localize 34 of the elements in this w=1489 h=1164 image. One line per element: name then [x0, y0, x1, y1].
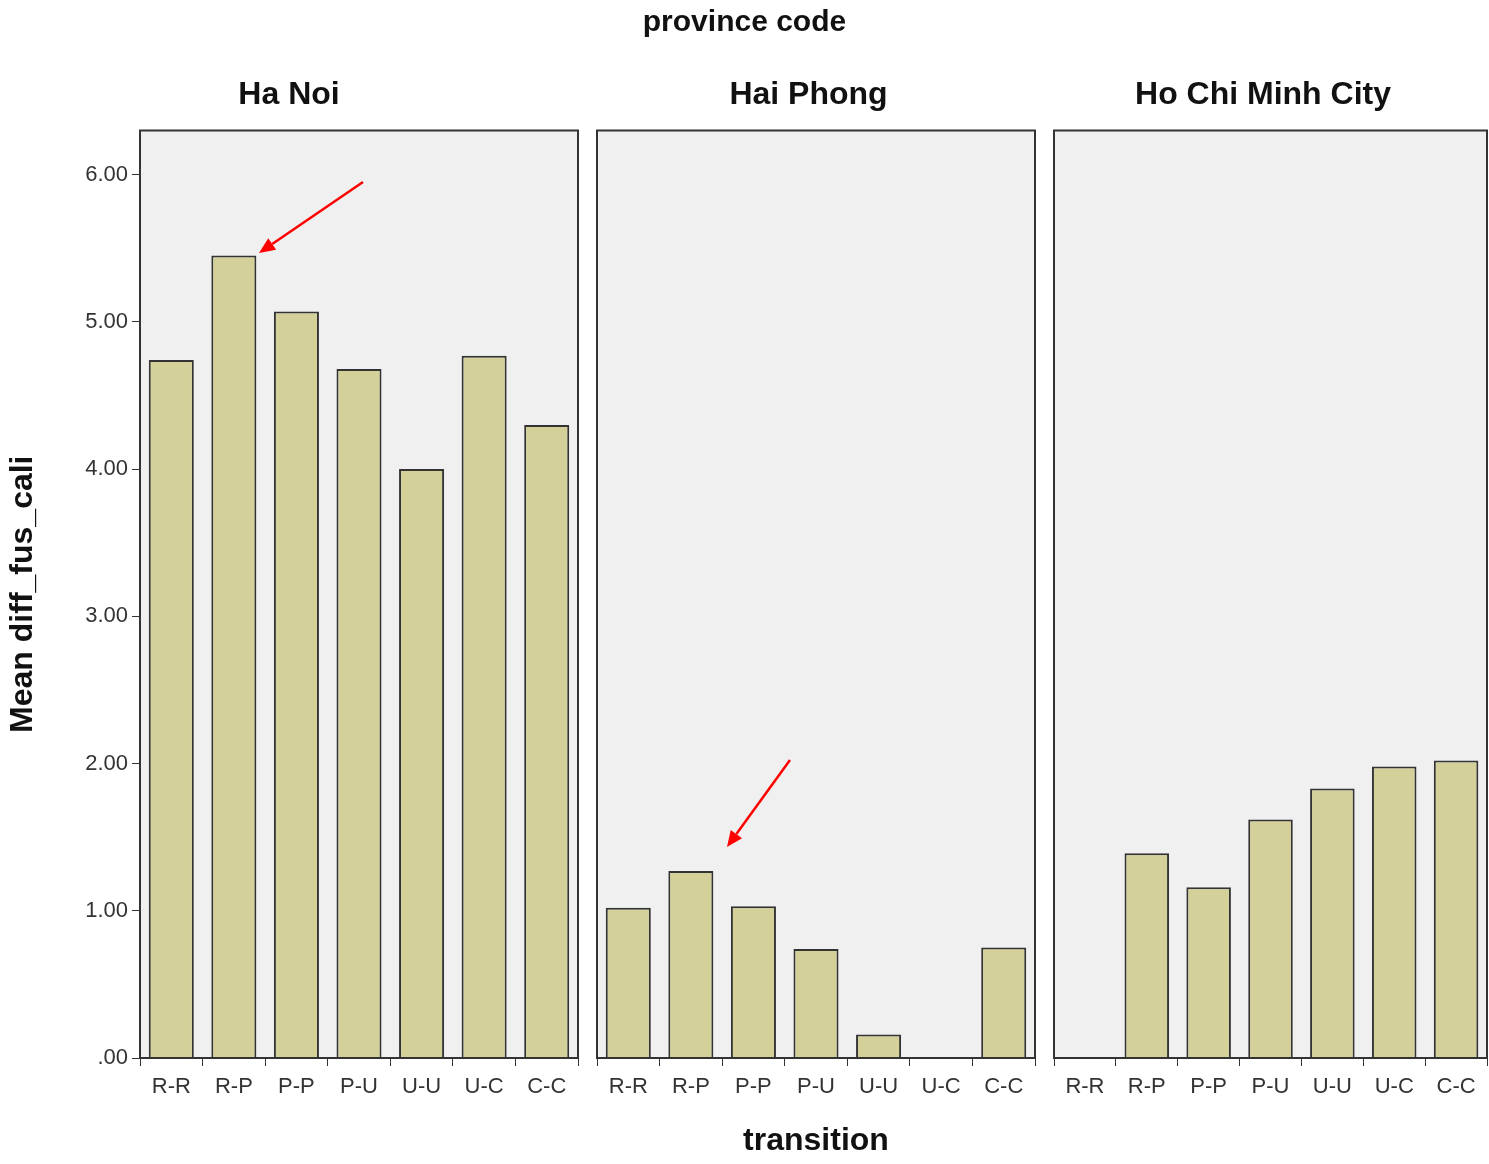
- x-tick-label: U-C: [1374, 1073, 1414, 1099]
- chart-title: Ha Noi: [238, 75, 340, 112]
- y-tick-label: 2.00: [85, 749, 128, 775]
- x-tick-label: R-R: [151, 1073, 191, 1099]
- x-tick-label: P-U: [340, 1073, 378, 1099]
- x-tick-label: P-U: [797, 1073, 835, 1099]
- y-tick-label: .00: [97, 1044, 128, 1070]
- x-tick-label: U-U: [1312, 1073, 1352, 1099]
- x-tick-label: C-C: [984, 1073, 1024, 1099]
- y-tick-label: 5.00: [85, 307, 128, 333]
- x-tick-label: P-P: [278, 1073, 315, 1099]
- y-axis-title: Mean diff_fus_cali: [3, 455, 40, 733]
- y-tick-label: 1.00: [85, 896, 128, 922]
- x-tick-label: U-U: [402, 1073, 442, 1099]
- x-tick-label: U-U: [859, 1073, 899, 1099]
- x-tick-label: U-C: [464, 1073, 504, 1099]
- x-tick-label: U-C: [921, 1073, 961, 1099]
- y-tick-label: 4.00: [85, 455, 128, 481]
- text: province code: [641, 4, 848, 38]
- x-tick-label: R-P: [1127, 1073, 1166, 1099]
- chart-title: Ho Chi Minh City: [1135, 75, 1392, 112]
- x-tick-label: C-C: [527, 1073, 567, 1099]
- x-axis-title: transition: [743, 1120, 889, 1157]
- y-tick-label: 3.00: [85, 602, 128, 628]
- y-tick-label: 6.00: [85, 160, 128, 186]
- x-tick-label: R-R: [1065, 1073, 1105, 1099]
- x-tick-label: C-C: [1436, 1073, 1476, 1099]
- chart-title: Hai Phong: [729, 75, 888, 112]
- x-tick-label: R-P: [214, 1073, 253, 1099]
- x-tick-label: P-P: [1190, 1073, 1227, 1099]
- x-tick-label: R-P: [671, 1073, 710, 1099]
- x-tick-label: R-R: [608, 1073, 648, 1099]
- x-tick-label: P-U: [1251, 1073, 1290, 1099]
- x-tick-label: P-P: [735, 1073, 772, 1099]
